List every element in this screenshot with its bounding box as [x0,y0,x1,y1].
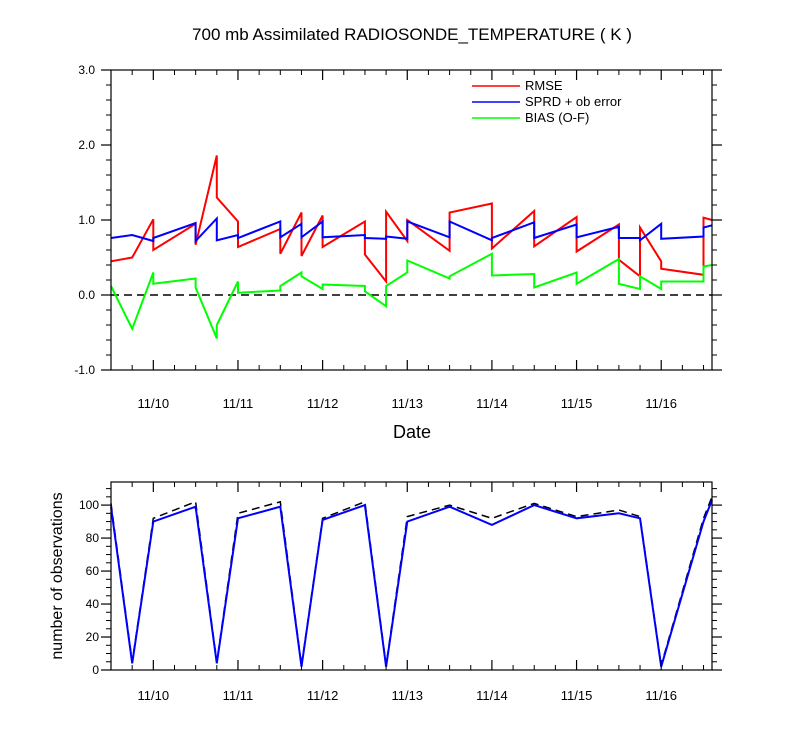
bottom-xtick-label: 11/14 [476,688,508,703]
bottom-plot-frame [110,481,713,671]
bottom-axis-ticks: 11/10 11/11 11/12 11/13 11/14 11/15 11/16 0 20 40… [79,482,722,703]
bottom-xtick-label: 11/15 [561,688,593,703]
bottom-series-group [110,496,713,667]
top-ytick-label: -1.0 [74,363,95,377]
top-series-bias-o-f [110,252,713,339]
top-xtick-label: 11/11 [223,396,254,411]
top-xtick-label: 11/15 [561,396,593,411]
top-xtick-label: 11/14 [476,396,508,411]
bottom-xtick-label: 11/12 [307,688,339,703]
legend-label-rmse: RMSE [525,78,563,93]
top-series-sprd-ob-error [110,215,713,244]
top-plot-frame [110,69,713,371]
top-xtick-label: 11/12 [307,396,339,411]
bottom-xtick-label: 11/10 [138,688,170,703]
top-ytick-label: 1.0 [78,213,95,227]
bottom-ytick-label: 60 [86,564,100,578]
bottom-ytick-label: 80 [86,531,100,545]
bottom-xtick-label: 11/16 [645,688,677,703]
top-ytick-label: 0.0 [78,288,95,302]
top-series-group [110,155,713,339]
bottom-xtick-label: 11/13 [391,688,423,703]
bottom-ytick-label: 100 [79,498,99,512]
legend-label-bias: BIAS (O-F) [525,110,589,125]
legend-label-sprd: SPRD + ob error [525,94,622,109]
y-axis-title-observations: number of observations [49,492,66,659]
top-axis-ticks: 11/10 11/11 11/12 11/13 11/14 11/15 11/16 -1.0 0… [74,63,722,411]
legend: RMSE SPRD + ob error BIAS (O-F) [472,78,622,125]
bottom-ytick-label: 40 [86,597,100,611]
top-ytick-label: 2.0 [78,138,95,152]
bottom-ytick-label: 20 [86,630,100,644]
top-xtick-label: 11/16 [645,396,677,411]
top-series-rmse [110,155,713,285]
bottom-series-total [110,496,713,666]
bottom-ytick-label: 0 [92,663,99,677]
top-ytick-label: 3.0 [78,63,95,77]
bottom-xtick-label: 11/11 [223,688,254,703]
x-axis-title: Date [393,422,431,442]
top-chart: 700 mb Assimilated RADIOSONDE_TEMPERATUR… [74,25,722,442]
chart-title: 700 mb Assimilated RADIOSONDE_TEMPERATUR… [192,25,632,44]
top-xtick-label: 11/10 [138,396,170,411]
top-xtick-label: 11/13 [391,396,423,411]
bottom-chart: 11/10 11/11 11/12 11/13 11/14 11/15 11/16 0 20 40… [49,481,722,703]
bottom-series-assimilated [110,499,713,667]
